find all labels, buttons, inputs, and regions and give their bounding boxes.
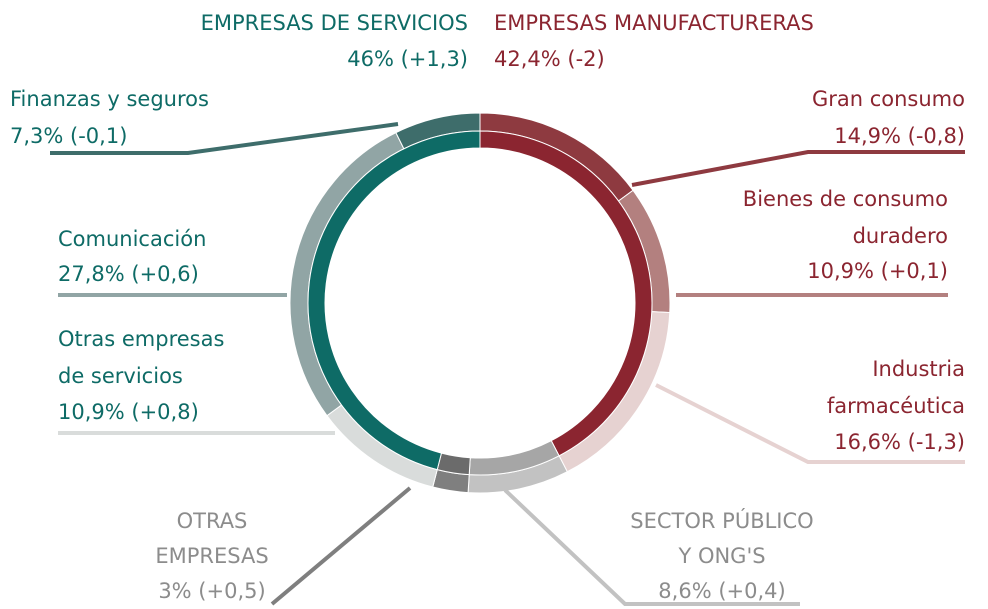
value-label: 14,9% (-0,8) bbox=[834, 124, 965, 148]
category-label: Finanzas y seguros bbox=[10, 87, 209, 111]
category-label: EMPRESAS MANUFACTURERAS bbox=[494, 11, 814, 35]
label-line: Gran consumo bbox=[812, 87, 965, 111]
value-label: 8,6% (+0,4) bbox=[658, 579, 785, 603]
value-label: 16,6% (-1,3) bbox=[834, 430, 965, 454]
label-line: farmacéutica bbox=[827, 394, 965, 418]
leader-line bbox=[655, 383, 965, 464]
label-line: Bienes de consumo bbox=[743, 187, 948, 211]
leader-line bbox=[503, 488, 800, 606]
label-line: Comunicación bbox=[58, 227, 206, 251]
label-line: Y ONG'S bbox=[677, 544, 765, 568]
value-label: 27,8% (+0,6) bbox=[58, 262, 199, 286]
label-line: EMPRESAS MANUFACTURERAS bbox=[494, 11, 814, 35]
value-label: 7,3% (-0,1) bbox=[10, 124, 127, 148]
category-label: SECTOR PÚBLICO Y ONG'S bbox=[630, 508, 813, 568]
category-label: EMPRESAS DE SERVICIOS bbox=[201, 11, 468, 35]
leader-line bbox=[631, 150, 965, 187]
label-line: EMPRESAS bbox=[155, 544, 268, 568]
leader-line bbox=[50, 122, 399, 155]
value-label: 10,9% (+0,1) bbox=[807, 259, 948, 283]
label-line: duradero bbox=[853, 224, 948, 248]
label-line: de servicios bbox=[58, 364, 183, 388]
label-line: Finanzas y seguros bbox=[10, 87, 209, 111]
label-line: EMPRESAS DE SERVICIOS bbox=[201, 11, 468, 35]
value-label: 3% (+0,5) bbox=[158, 579, 265, 603]
value-label: 10,9% (+0,8) bbox=[58, 400, 199, 424]
donut-segment bbox=[307, 130, 481, 471]
label-line: Otras empresas bbox=[58, 327, 224, 351]
category-label: Bienes de consumo duradero bbox=[743, 187, 948, 248]
category-label: Otras empresas de servicios bbox=[58, 327, 224, 388]
category-label: Industria farmacéutica bbox=[827, 357, 965, 418]
leader-line bbox=[270, 486, 412, 606]
value-label: 46% (+1,3) bbox=[347, 47, 468, 71]
category-label: Gran consumo bbox=[812, 87, 965, 111]
category-label: Comunicación bbox=[58, 227, 206, 251]
label-line: OTRAS bbox=[177, 509, 248, 533]
value-label: 42,4% (-2) bbox=[494, 47, 605, 71]
label-line: SECTOR PÚBLICO bbox=[630, 508, 813, 533]
category-label: OTRAS EMPRESAS bbox=[155, 509, 268, 568]
label-line: Industria bbox=[872, 357, 965, 381]
